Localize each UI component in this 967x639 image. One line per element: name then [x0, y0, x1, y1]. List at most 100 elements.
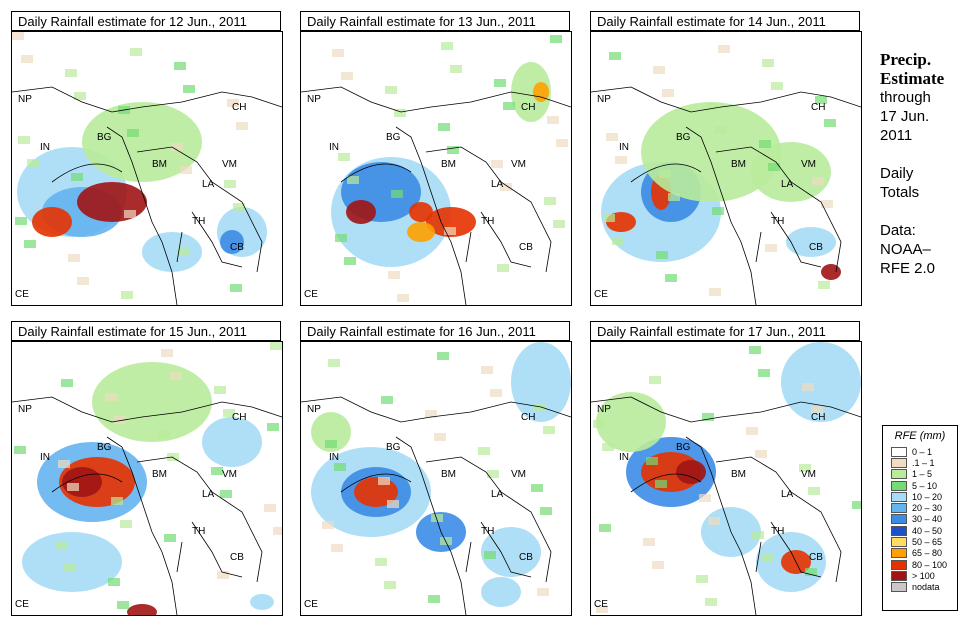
rain-area [409, 202, 433, 222]
rain-area [127, 604, 157, 615]
rain-cell [108, 578, 120, 586]
rain-cell [335, 234, 347, 242]
country-label: TH [481, 526, 494, 537]
rainfall-map: NP CH IN BG BM VM LA TH CB CE [590, 31, 862, 306]
rain-cell [553, 220, 565, 228]
country-label: BG [676, 442, 691, 453]
rain-cell [715, 126, 727, 134]
legend-label: > 100 [912, 570, 935, 581]
country-label: CE [594, 599, 608, 610]
rainfall-panel: Daily Rainfall estimate for 17 Jun., 201… [590, 321, 862, 616]
rain-cell [341, 72, 353, 80]
rain-cell [659, 170, 671, 178]
rain-cell [712, 207, 724, 215]
rain-area [481, 527, 541, 577]
legend-label: 5 – 10 [912, 480, 938, 491]
legend-item: 5 – 10 [883, 480, 957, 491]
panel-title: Daily Rainfall estimate for 15 Jun., 201… [11, 321, 281, 341]
legend-swatch [891, 559, 907, 570]
rainfall-panel: Daily Rainfall estimate for 12 Jun., 201… [11, 11, 283, 306]
country-label: LA [781, 489, 794, 500]
legend-swatch [891, 582, 907, 593]
rain-cell [214, 386, 226, 394]
rain-area [82, 102, 202, 182]
rain-area [202, 417, 262, 467]
rain-cell [441, 42, 453, 50]
country-label: TH [771, 526, 784, 537]
caption-title-line1: Precip. [880, 50, 932, 69]
rain-cell [71, 173, 83, 181]
rain-cell [331, 544, 343, 552]
rain-cell [385, 86, 397, 94]
caption-daily-line2: Totals [880, 184, 920, 201]
rain-cell [334, 463, 346, 471]
rain-cell [431, 514, 443, 522]
rain-cell [652, 561, 664, 569]
rain-cell [821, 200, 833, 208]
rain-cell [771, 82, 783, 90]
country-label: NP [307, 404, 321, 415]
rain-cell [378, 477, 390, 485]
rain-cell [391, 190, 403, 198]
country-label: NP [597, 404, 611, 415]
rain-cell [223, 409, 235, 417]
legend-title: RFE (mm) [894, 430, 946, 442]
caption-date-line1: 17 Jun. [880, 108, 930, 125]
rain-cell [646, 457, 658, 465]
rain-cell [167, 453, 179, 461]
rain-cell [762, 59, 774, 67]
rain-cell [211, 467, 223, 475]
rain-cell [665, 274, 677, 282]
legend-swatch [891, 514, 907, 525]
caption-data-line3: RFE 2.0 [880, 260, 936, 277]
country-label: CE [304, 599, 318, 610]
rain-cell [802, 383, 814, 391]
rain-cell [227, 99, 239, 107]
legend-label: 10 – 20 [912, 491, 943, 502]
country-label: TH [771, 216, 784, 227]
rain-cell [64, 564, 76, 572]
country-label: VM [511, 159, 526, 170]
country-boundaries [12, 86, 282, 305]
panel-title: Daily Rainfall estimate for 17 Jun., 201… [590, 321, 860, 341]
rain-cell [491, 160, 503, 168]
country-label: CH [521, 102, 535, 113]
legend-item: 30 – 40 [883, 514, 957, 525]
country-boundaries [12, 396, 282, 615]
rain-cell [705, 598, 717, 606]
rain-area [407, 222, 435, 242]
rain-cell [668, 193, 680, 201]
rain-cell [531, 484, 543, 492]
rain-cell [547, 116, 559, 124]
rain-cell [127, 129, 139, 137]
rain-cell [706, 103, 718, 111]
rain-cell [503, 102, 515, 110]
caption-date-line2: 2011 [880, 127, 913, 144]
rain-cell [14, 446, 26, 454]
legend-swatch [891, 457, 907, 468]
rainfall-map: NP CH IN BG BM VM LA TH CB CE [300, 31, 572, 306]
rain-cell [397, 294, 409, 302]
rain-cell [599, 524, 611, 532]
rain-cell [478, 447, 490, 455]
country-label: LA [202, 179, 215, 190]
rain-cell [852, 501, 861, 509]
legend-swatch [891, 469, 907, 480]
caption-through: through [880, 89, 931, 106]
country-label: NP [597, 94, 611, 105]
rain-area [751, 142, 831, 202]
rain-cell [497, 264, 509, 272]
country-label: BM [152, 159, 167, 170]
country-label: IN [619, 142, 629, 153]
country-label: CB [230, 552, 244, 563]
country-label: BG [676, 132, 691, 143]
rain-cell [27, 159, 39, 167]
country-label: CE [594, 289, 608, 300]
rain-cell [375, 558, 387, 566]
caption-data-line2: NOAA– [880, 241, 931, 258]
rainfall-panel: Daily Rainfall estimate for 14 Jun., 201… [590, 11, 862, 306]
rain-cell [21, 55, 33, 63]
legend-swatch [891, 537, 907, 548]
map-canvas: NP CH IN BG BM VM LA TH CB CE [591, 32, 861, 305]
rain-area [346, 200, 376, 224]
